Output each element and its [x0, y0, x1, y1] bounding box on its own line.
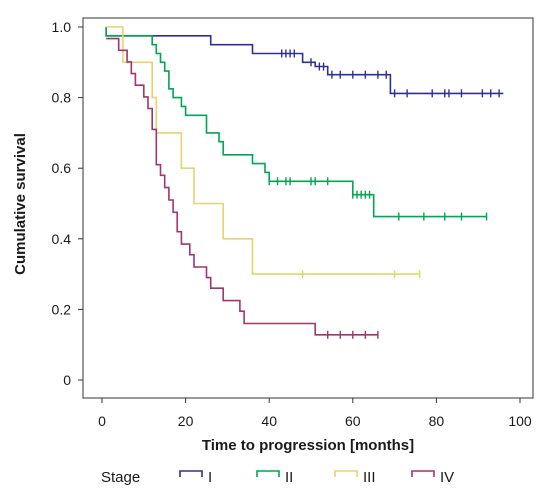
legend-label-stage-i: I: [208, 469, 212, 486]
legend-title: Stage: [101, 469, 140, 486]
x-tick-label: 0: [98, 413, 106, 429]
series-layer: [105, 26, 504, 339]
x-tick-label: 20: [178, 413, 194, 429]
legend-swatch-stage-i: [179, 470, 203, 477]
y-tick-label: 0.4: [52, 231, 72, 247]
series-line-stage-iii: [106, 26, 420, 275]
legend-label-stage-iii: III: [363, 469, 376, 486]
legend-label-stage-iv: IV: [440, 469, 454, 486]
legend: Stage I II III IV: [101, 469, 454, 486]
y-tick-label: 0.2: [52, 301, 72, 317]
legend-label-stage-ii: II: [285, 469, 293, 486]
y-tick-label: 1.0: [52, 19, 72, 35]
series-line-stage-ii: [105, 27, 487, 218]
legend-swatch-stage-iii: [334, 470, 358, 477]
x-tick-label: 100: [508, 413, 532, 429]
legend-swatch-stage-iv: [411, 470, 435, 477]
y-tick-label: 0: [63, 372, 71, 388]
y-tick-label: 0.6: [52, 160, 72, 176]
legend-swatch-stage-ii: [256, 470, 280, 477]
x-tick-label: 80: [429, 413, 445, 429]
x-tick-label: 60: [345, 413, 361, 429]
y-axis-title: Cumulative survival: [12, 133, 29, 275]
series-line-stage-i: [105, 27, 504, 95]
x-tick-label: 40: [261, 413, 277, 429]
series-line-stage-iv: [106, 37, 378, 336]
x-axis-title: Time to progression [months]: [202, 437, 414, 454]
plot-frame: [82, 17, 534, 399]
y-tick-label: 0.8: [52, 90, 72, 106]
axes: 0 0.2 0.4 0.6 0.8 1.0 0 20 40 60 80 100: [52, 17, 534, 429]
